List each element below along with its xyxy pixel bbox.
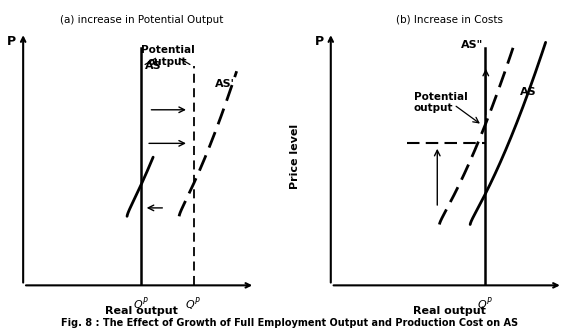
Text: AS: AS xyxy=(520,87,537,97)
Text: Potential
output: Potential output xyxy=(413,92,467,113)
Text: $Q^P$: $Q^P$ xyxy=(477,296,493,313)
Text: Real output: Real output xyxy=(105,306,178,316)
Text: AS': AS' xyxy=(215,79,234,89)
Text: P: P xyxy=(314,35,324,48)
Text: $Q^P$: $Q^P$ xyxy=(185,296,201,313)
Text: Fig. 8 : The Effect of Growth of Full Employment Output and Production Cost on A: Fig. 8 : The Effect of Growth of Full Em… xyxy=(61,318,518,328)
Text: Price level: Price level xyxy=(290,124,301,189)
Text: AS": AS" xyxy=(461,40,483,50)
Text: $Q^P$: $Q^P$ xyxy=(133,296,149,313)
Title: (a) increase in Potential Output: (a) increase in Potential Output xyxy=(60,15,223,25)
Text: Real output: Real output xyxy=(413,306,486,316)
Title: (b) Increase in Costs: (b) Increase in Costs xyxy=(395,15,503,25)
Text: AS: AS xyxy=(145,61,162,71)
Text: Potential
output: Potential output xyxy=(141,45,195,67)
Text: P: P xyxy=(7,35,16,48)
